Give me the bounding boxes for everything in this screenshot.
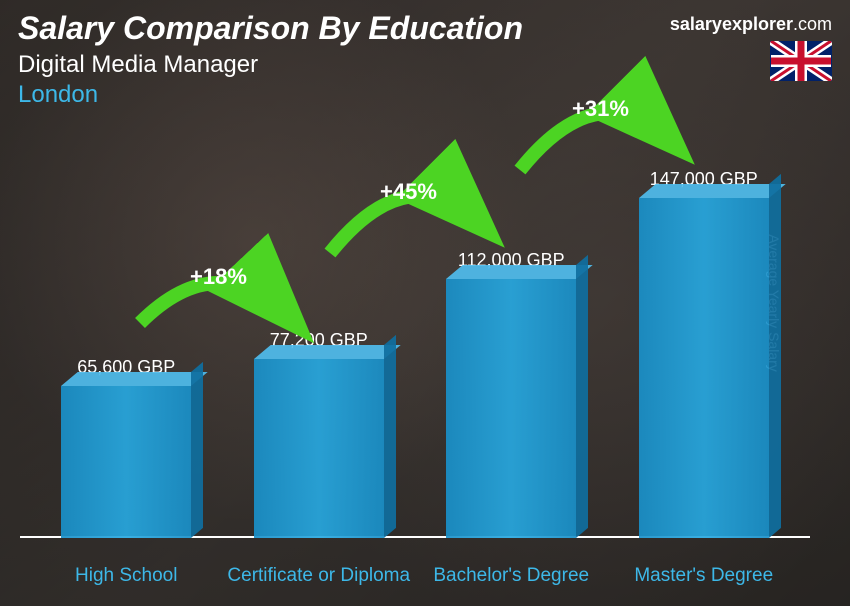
x-labels: High School Certificate or Diploma Bache… — [30, 565, 800, 588]
brand-bold: salaryexplorer — [670, 14, 793, 34]
bar-side-face — [384, 335, 396, 538]
bar-top-face — [254, 345, 401, 359]
uk-flag-icon — [770, 41, 832, 81]
x-label: Master's Degree — [611, 565, 796, 588]
bar-group: 77,200 GBP — [226, 330, 411, 538]
bar — [61, 386, 191, 538]
bar-front-face — [446, 279, 576, 538]
bar-front-face — [61, 386, 191, 538]
bar-top-face — [639, 184, 786, 198]
bar — [639, 198, 769, 538]
chart-location: London — [18, 81, 832, 109]
bar — [254, 359, 384, 538]
bar-front-face — [254, 359, 384, 538]
bar-side-face — [769, 174, 781, 538]
bar-top-face — [61, 372, 208, 386]
brand-light: .com — [793, 14, 832, 34]
brand-text: salaryexplorer.com — [670, 14, 832, 35]
bar — [446, 279, 576, 538]
x-label: Bachelor's Degree — [419, 565, 604, 588]
branding: salaryexplorer.com — [670, 14, 832, 81]
chart-area: 65,600 GBP 77,200 GBP 112,000 GBP — [30, 108, 800, 588]
bar-top-face — [446, 265, 593, 279]
bar-front-face — [639, 198, 769, 538]
x-label: High School — [34, 565, 219, 588]
bar-group: 147,000 GBP — [611, 169, 796, 538]
bar-group: 112,000 GBP — [419, 250, 604, 538]
bar-side-face — [191, 362, 203, 538]
bar-group: 65,600 GBP — [34, 357, 219, 538]
bar-side-face — [576, 255, 588, 538]
x-label: Certificate or Diploma — [226, 565, 411, 588]
bars-container: 65,600 GBP 77,200 GBP 112,000 GBP — [30, 158, 800, 538]
